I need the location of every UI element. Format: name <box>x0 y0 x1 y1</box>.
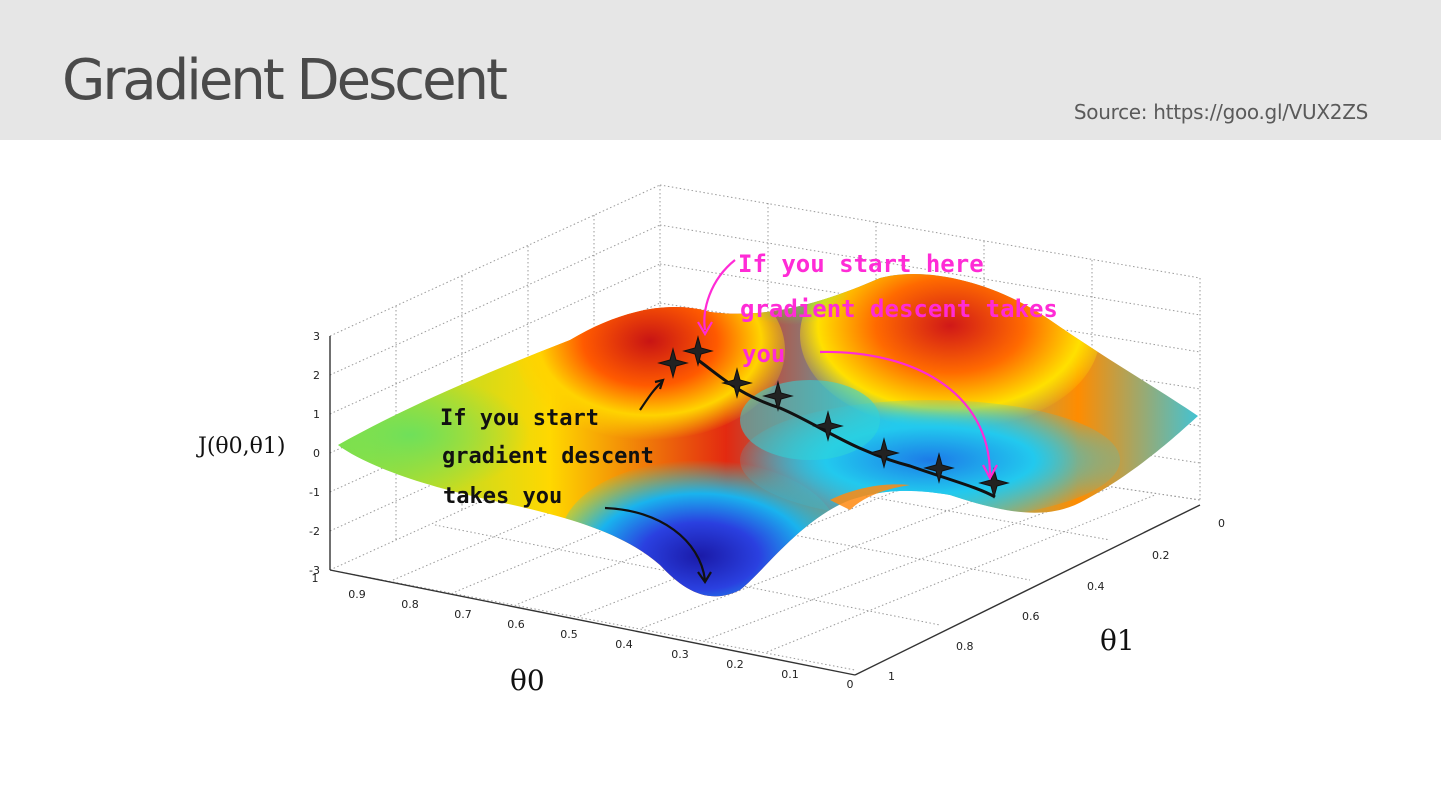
y-tick: 0.8 <box>956 640 974 653</box>
y-tick: 0.6 <box>1022 610 1040 623</box>
x-tick: 0.9 <box>348 588 366 601</box>
slide-header: Gradient Descent Source: https://goo.gl/… <box>0 0 1441 140</box>
z-axis-label: J(θ0,θ1) <box>196 434 285 459</box>
x-axis-label: θ0 <box>510 664 545 697</box>
x-tick: 0 <box>847 678 854 691</box>
z-tick: -3 <box>309 564 320 577</box>
step-marker <box>978 467 1010 499</box>
gradient-descent-surface-plot: If you start gradient descent takes you … <box>150 170 1290 760</box>
surface-plot-svg: If you start gradient descent takes you … <box>196 184 1225 697</box>
x-tick: 1 <box>312 572 319 585</box>
step-marker <box>682 335 714 367</box>
z-tick: 0 <box>313 447 320 460</box>
annotation-black-line-3: takes you <box>443 484 562 509</box>
step-markers <box>657 335 1010 499</box>
annotation-black-line-1: If you start <box>440 406 599 431</box>
step-marker <box>721 367 753 399</box>
z-tick: 3 <box>313 330 320 343</box>
x-tick: 0.8 <box>401 598 419 611</box>
step-marker <box>923 452 955 484</box>
z-tick: 2 <box>313 369 320 382</box>
annotation-magenta-line-3: you <box>742 340 785 368</box>
x-tick: 0.5 <box>560 628 578 641</box>
y-tick: 1 <box>888 670 895 683</box>
annotation-magenta: If you start here gradient descent takes… <box>738 250 1058 368</box>
annotation-arrows-magenta <box>697 259 998 481</box>
annotation-arrows-black <box>604 378 712 585</box>
x-tick: 0.4 <box>615 638 633 651</box>
y-axis-label: θ1 <box>1100 624 1135 657</box>
y-tick: 0 <box>1218 517 1225 530</box>
z-tick: 1 <box>313 408 320 421</box>
step-marker <box>868 437 900 469</box>
surface-fold <box>830 484 910 510</box>
x-tick: 0.7 <box>454 608 472 621</box>
y-tick: 0.4 <box>1087 580 1105 593</box>
plot-axes <box>329 336 1201 676</box>
slide-title: Gradient Descent <box>62 48 508 113</box>
annotation-magenta-line-2: gradient descent takes <box>740 295 1058 323</box>
z-tick: -1 <box>309 486 320 499</box>
x-axis-ticks: 1 0.9 0.8 0.7 0.6 0.5 0.4 0.3 0.2 0.1 0 <box>312 572 854 691</box>
z-axis-ticks: 3 2 1 0 -1 -2 -3 <box>309 330 320 577</box>
source-citation: Source: https://goo.gl/VUX2ZS <box>1073 100 1368 124</box>
annotation-black: If you start gradient descent takes you <box>440 406 654 509</box>
x-tick: 0.2 <box>726 658 744 671</box>
y-tick: 0.2 <box>1152 549 1170 562</box>
x-tick: 0.1 <box>781 668 799 681</box>
y-axis-ticks: 0 0.2 0.4 0.6 0.8 1 <box>888 517 1225 683</box>
z-tick: -2 <box>309 525 320 538</box>
annotation-black-line-2: gradient descent <box>442 444 654 469</box>
step-marker <box>657 347 689 379</box>
step-marker <box>762 380 794 412</box>
x-tick: 0.6 <box>507 618 525 631</box>
x-tick: 0.3 <box>671 648 689 661</box>
step-marker <box>812 410 844 442</box>
annotation-magenta-line-1: If you start here <box>738 250 984 278</box>
